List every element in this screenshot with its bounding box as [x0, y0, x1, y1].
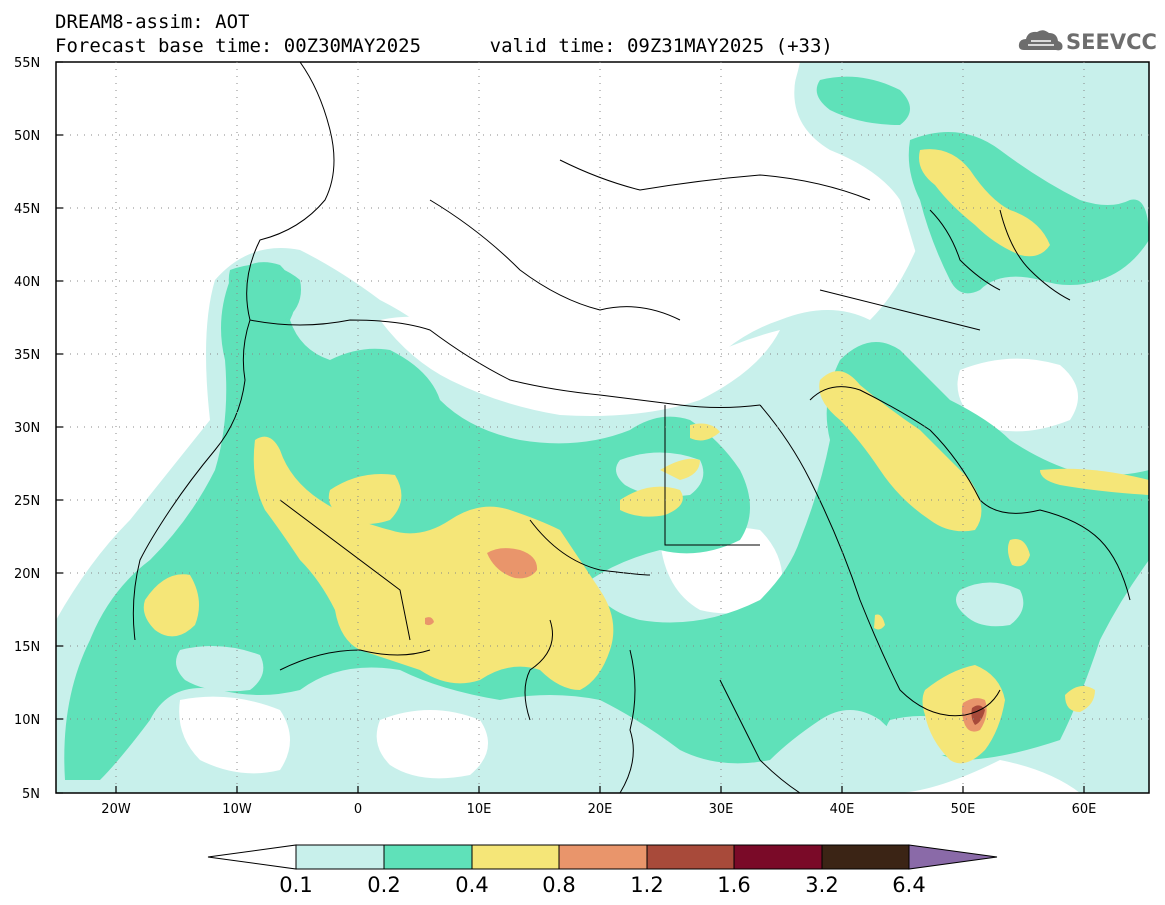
- colorbar-label: 0.1: [279, 873, 312, 897]
- colorbar-label: 1.2: [630, 873, 663, 897]
- colorbar-bin: [646, 844, 735, 870]
- cloud-icon: [1018, 30, 1063, 51]
- lat-label: 35N: [14, 348, 40, 363]
- lat-label: 5N: [22, 787, 40, 802]
- svg-text:SEEVCCC: SEEVCCC: [1066, 30, 1158, 54]
- colorbar-label: 0.2: [367, 873, 400, 897]
- colorbar-under-arrow: [207, 844, 297, 870]
- lon-label: 10W: [222, 802, 252, 817]
- colorbar-bin: [733, 844, 823, 870]
- lat-labels: 55N 50N 45N 40N 35N 30N 25N 20N 15N 10N …: [14, 56, 40, 802]
- lat-label: 40N: [14, 275, 40, 290]
- lat-gridlines: [56, 134, 1149, 720]
- clean-areas: [56, 62, 1078, 779]
- lat-label: 10N: [14, 713, 40, 728]
- lon-label: 0: [354, 802, 362, 817]
- colorbar-bin: [821, 844, 910, 870]
- colorbar-label: 1.6: [717, 873, 750, 897]
- colorbar-label: 0.4: [455, 873, 488, 897]
- forecast-times: Forecast base time: 00Z30MAY2025 valid t…: [55, 35, 833, 57]
- colorbar-segments: [207, 844, 998, 870]
- lat-label: 15N: [14, 640, 40, 655]
- lon-label: 10E: [467, 802, 492, 817]
- colorbar-label: 0.8: [542, 873, 575, 897]
- lon-label: 20E: [588, 802, 613, 817]
- colorbar-bin: [558, 844, 648, 870]
- axis-ticks: [56, 61, 1085, 794]
- chart-title: DREAM8-assim: AOT: [55, 11, 250, 33]
- lon-labels: 20W 10W 0 10E 20E 30E 40E 50E 60E: [101, 802, 1096, 817]
- colorbar-labels: 0.1 0.2 0.4 0.8 1.2 1.6 3.2 6.4: [279, 873, 925, 897]
- colorbar-bin: [471, 844, 560, 870]
- lon-label: 50E: [951, 802, 976, 817]
- lon-label: 20W: [101, 802, 131, 817]
- lon-gridlines: [115, 62, 1085, 793]
- colorbar-bin: [383, 844, 473, 870]
- lat-label: 50N: [14, 129, 40, 144]
- colorbar-bin: [295, 844, 385, 870]
- lon-label: 40E: [830, 802, 855, 817]
- colorbar-over-arrow: [908, 844, 998, 870]
- colorbar-label: 3.2: [805, 873, 838, 897]
- lon-label: 60E: [1072, 802, 1097, 817]
- lat-label: 25N: [14, 494, 40, 509]
- lat-label: 20N: [14, 567, 40, 582]
- coastlines: [132, 62, 1131, 793]
- lat-label: 45N: [14, 202, 40, 217]
- seevccc-logo: SEEVCCC: [1018, 24, 1165, 56]
- colorbar-label: 6.4: [892, 873, 925, 897]
- aot-map: 55N 50N 45N 40N 35N 30N 25N 20N 15N 10N …: [14, 56, 1150, 817]
- lon-label: 30E: [709, 802, 734, 817]
- aot-contour-0.4: [143, 149, 1149, 764]
- lat-label: 30N: [14, 421, 40, 436]
- aot-contour-0.2: [64, 76, 1149, 781]
- aot-contour-1.2: [971, 705, 985, 725]
- lat-label: 55N: [14, 56, 40, 71]
